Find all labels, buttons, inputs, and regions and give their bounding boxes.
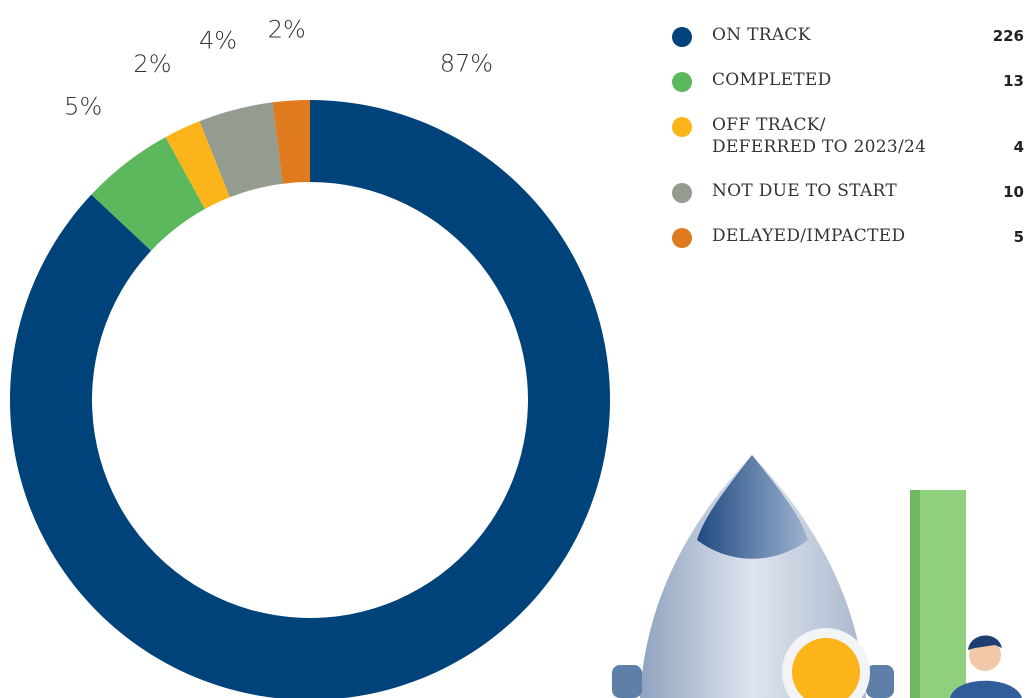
legend-swatch <box>672 72 692 92</box>
legend-swatch <box>672 183 692 203</box>
value-label: 2% <box>133 50 171 78</box>
page: 87% 5% 2% 4% 2% ON TRACK226 COMPLETED13 OFF TR… <box>0 0 1029 698</box>
value-label: 87% <box>440 50 493 78</box>
legend-swatch <box>672 27 692 47</box>
count: 4 <box>1014 136 1024 158</box>
legend-label: COMPLETED <box>712 69 1003 91</box>
value-label: 2% <box>268 16 306 44</box>
legend-label: NOT DUE TO START <box>712 180 1003 202</box>
value-label: 4% <box>199 27 237 55</box>
illustration <box>612 455 1022 698</box>
value-label: 5% <box>64 93 102 121</box>
count: 226 <box>993 25 1024 47</box>
legend-label: OFF TRACK/ DEFERRED TO 2023/24 <box>712 114 1014 158</box>
count: 10 <box>1003 181 1024 203</box>
legend-swatch <box>672 228 692 248</box>
legend-label: DELAYED/IMPACTED <box>712 225 1014 247</box>
legend-swatch <box>672 117 692 137</box>
legend-label: ON TRACK <box>712 24 993 46</box>
count: 5 <box>1014 226 1024 248</box>
count: 13 <box>1003 70 1024 92</box>
